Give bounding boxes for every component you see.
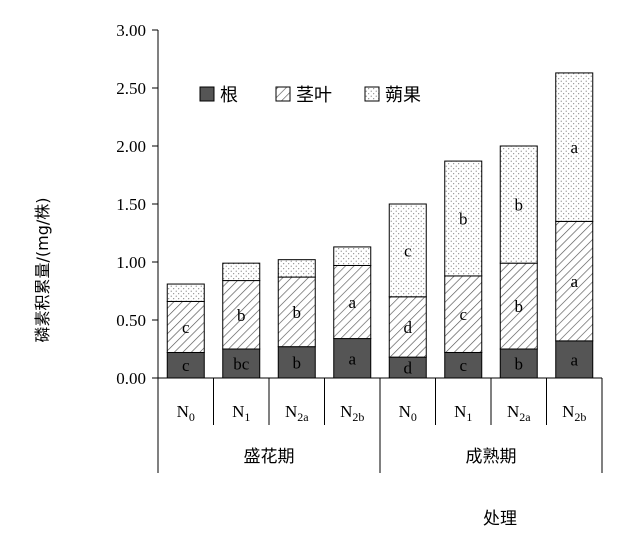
data-label-stem-leaf: a bbox=[348, 293, 356, 312]
bar-segment-capsule bbox=[444, 160, 483, 277]
y-tick-label: 1.50 bbox=[116, 195, 146, 214]
y-tick-label: 1.00 bbox=[116, 253, 146, 272]
bar-segment-capsule bbox=[499, 145, 538, 264]
bar-segment-stem-leaf bbox=[555, 220, 594, 342]
y-tick-label: 2.50 bbox=[116, 79, 146, 98]
bar-segment-root bbox=[166, 351, 205, 379]
y-axis: 0.00 0.50 1.00 1.50 2.00 2.50 3.00 bbox=[116, 21, 159, 388]
data-label-stem-leaf: b bbox=[237, 306, 246, 325]
x-category-label: N0 bbox=[177, 402, 195, 424]
x-category-label: N2b bbox=[562, 402, 586, 424]
y-tick-label: 0.50 bbox=[116, 311, 146, 330]
data-label-capsule: b bbox=[459, 210, 468, 229]
bar-segment-root bbox=[222, 348, 261, 379]
x-axis-label: 处理 bbox=[483, 509, 517, 529]
bar-segment-stem-leaf bbox=[444, 275, 483, 353]
y-tick-label: 0.00 bbox=[116, 369, 146, 388]
x-category-label: N0 bbox=[399, 402, 417, 424]
x-category-label: N2a bbox=[285, 402, 309, 424]
data-label-root: bc bbox=[233, 355, 250, 374]
data-label-root: b bbox=[293, 353, 302, 372]
legend-swatch-stem-leaf bbox=[275, 86, 291, 102]
data-label-capsule: a bbox=[570, 138, 578, 157]
data-label-stem-leaf: c bbox=[459, 305, 467, 324]
bar-segment-capsule bbox=[555, 72, 594, 222]
bar-segment-stem-leaf bbox=[333, 264, 372, 340]
bar-segment-stem-leaf bbox=[166, 300, 205, 353]
data-label-root: c bbox=[182, 356, 190, 375]
data-label-root: a bbox=[348, 349, 356, 368]
data-label-capsule: c bbox=[404, 241, 412, 260]
bar-segment-capsule bbox=[333, 246, 372, 266]
data-label-root: d bbox=[404, 359, 413, 378]
legend-swatch-capsule bbox=[364, 86, 380, 102]
data-label-root: a bbox=[570, 350, 578, 369]
bar-segment-capsule bbox=[166, 283, 205, 302]
legend-label-stem-leaf: 茎叶 bbox=[296, 85, 332, 106]
x-category-label: N2a bbox=[507, 402, 531, 424]
data-label-root: b bbox=[515, 355, 524, 374]
bar-segment-capsule bbox=[277, 259, 316, 278]
y-tick-label: 2.00 bbox=[116, 137, 146, 156]
x-axis: N0 N1 N2a N2b N0 N1 N2a N2b 盛花期 成熟期 bbox=[157, 377, 603, 473]
legend-swatch-root bbox=[199, 86, 215, 102]
x-group-label: 盛花期 bbox=[244, 447, 295, 467]
legend: 根 茎叶 蒴果 bbox=[199, 85, 421, 106]
data-label-stem-leaf: d bbox=[404, 318, 413, 337]
data-label-stem-leaf: b bbox=[515, 297, 524, 316]
x-group-label: 成熟期 bbox=[466, 446, 517, 467]
x-category-label: N2b bbox=[340, 402, 364, 424]
bar-segment-stem-leaf bbox=[499, 262, 538, 350]
bar-segment-capsule bbox=[222, 262, 261, 282]
data-label-stem-leaf: a bbox=[570, 272, 578, 291]
legend-label-root: 根 bbox=[220, 85, 238, 106]
data-label-root: c bbox=[459, 356, 467, 375]
bar-segment-capsule bbox=[388, 203, 427, 298]
bar-segment-root bbox=[444, 351, 483, 379]
x-category-label: N1 bbox=[454, 402, 472, 424]
y-axis-label: 磷素积累量/(mg/株) bbox=[33, 197, 52, 342]
legend-label-capsule: 蒴果 bbox=[385, 85, 421, 106]
data-label-stem-leaf: b bbox=[293, 303, 302, 322]
data-label-capsule: b bbox=[515, 196, 524, 215]
y-tick-label: 3.00 bbox=[116, 21, 146, 40]
x-category-label: N1 bbox=[232, 402, 250, 424]
data-label-stem-leaf: c bbox=[182, 318, 190, 337]
